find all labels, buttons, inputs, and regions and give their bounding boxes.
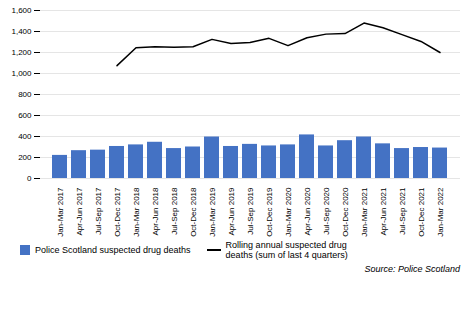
svg-text:0: 0 bbox=[27, 174, 32, 183]
svg-text:Jul-Sep 2019: Jul-Sep 2019 bbox=[246, 187, 255, 235]
html-text:Police Scotland suspected drug: Police Scotland suspected drug deaths bbox=[35, 245, 191, 256]
svg-text:Apr-Jun 2019: Apr-Jun 2019 bbox=[227, 187, 236, 236]
svg-text:1,000: 1,000 bbox=[11, 69, 32, 78]
svg-text:Jul-Sep 2020: Jul-Sep 2020 bbox=[322, 187, 331, 235]
svg-text:Jan-Mar 2020: Jan-Mar 2020 bbox=[284, 187, 293, 237]
svg-text:400: 400 bbox=[18, 132, 32, 141]
svg-text:Oct-Dec 2017: Oct-Dec 2017 bbox=[113, 187, 122, 237]
svg-text:Jan-Mar 2019: Jan-Mar 2019 bbox=[208, 187, 217, 237]
svg-text:1,200: 1,200 bbox=[11, 48, 32, 57]
svg-text:Jul-Sep 2018: Jul-Sep 2018 bbox=[170, 187, 179, 235]
svg-text:800: 800 bbox=[18, 90, 32, 99]
svg-text:Jan-Mar 2018: Jan-Mar 2018 bbox=[132, 187, 141, 237]
svg-text:Jul-Sep 2021: Jul-Sep 2021 bbox=[398, 187, 407, 235]
svg-text:Jan-Mar 2022: Jan-Mar 2022 bbox=[436, 187, 445, 237]
svg-text:Apr-Jun 2020: Apr-Jun 2020 bbox=[303, 187, 312, 236]
svg-text:Oct-Dec 2020: Oct-Dec 2020 bbox=[341, 187, 350, 237]
html-text:Rolling annual suspected drug: Rolling annual suspected drug deaths (su… bbox=[225, 240, 348, 261]
svg-text:Oct-Dec 2021: Oct-Dec 2021 bbox=[417, 187, 426, 237]
svg-text:Jul-Sep 2017: Jul-Sep 2017 bbox=[94, 187, 103, 235]
svg-text:Oct-Dec 2019: Oct-Dec 2019 bbox=[265, 187, 274, 237]
svg-text:Apr-Jun 2018: Apr-Jun 2018 bbox=[151, 187, 160, 236]
svg-text:Jan-Mar 2021: Jan-Mar 2021 bbox=[360, 187, 369, 237]
svg-text:1,400: 1,400 bbox=[11, 27, 32, 36]
svg-text:600: 600 bbox=[18, 111, 32, 120]
svg-text:Oct-Dec 2018: Oct-Dec 2018 bbox=[189, 187, 198, 237]
svg-text:Apr-Jun 2017: Apr-Jun 2017 bbox=[75, 187, 84, 236]
svg-text:1,600: 1,600 bbox=[11, 6, 32, 15]
svg-text:Jan-Mar 2017: Jan-Mar 2017 bbox=[56, 187, 65, 237]
svg-text:200: 200 bbox=[18, 153, 32, 162]
svg-text:Apr-Jun 2021: Apr-Jun 2021 bbox=[379, 187, 388, 236]
html-text:Source: Police Scotland: Source: Police Scotland bbox=[364, 263, 460, 274]
